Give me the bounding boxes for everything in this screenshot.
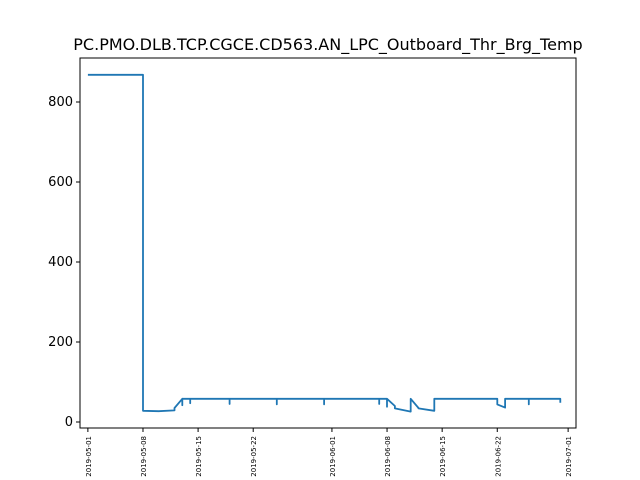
x-tick-label: 2019-05-22 — [250, 436, 258, 477]
x-tick-label: 2019-05-08 — [140, 436, 148, 477]
x-tick-label: 2019-07-01 — [565, 436, 573, 477]
y-tick-label: 400 — [48, 255, 73, 270]
x-tick-label: 2019-05-15 — [195, 436, 203, 477]
y-axis: 0 200 400 600 800 — [48, 95, 80, 430]
x-tick-label: 2019-05-01 — [85, 436, 93, 477]
plot-frame — [79, 57, 577, 429]
plot-area — [87, 73, 562, 413]
x-axis: 2019-05-01 2019-05-08 2019-05-15 2019-05-22… — [85, 428, 573, 477]
y-tick-label: 200 — [48, 335, 73, 350]
x-tick-label: 2019-06-22 — [494, 436, 502, 477]
y-tick-label: 800 — [48, 95, 73, 110]
x-tick-label: 2019-06-08 — [384, 436, 392, 477]
x-tick-label: 2019-06-01 — [329, 436, 337, 477]
x-tick-label: 2019-06-15 — [439, 436, 447, 477]
chart-title: PC.PMO.DLB.TCP.CGCE.CD563.AN_LPC_Outboar… — [73, 35, 582, 55]
series-line-0 — [87, 73, 562, 413]
y-tick-label: 600 — [48, 175, 73, 190]
y-tick-label: 0 — [65, 415, 73, 430]
